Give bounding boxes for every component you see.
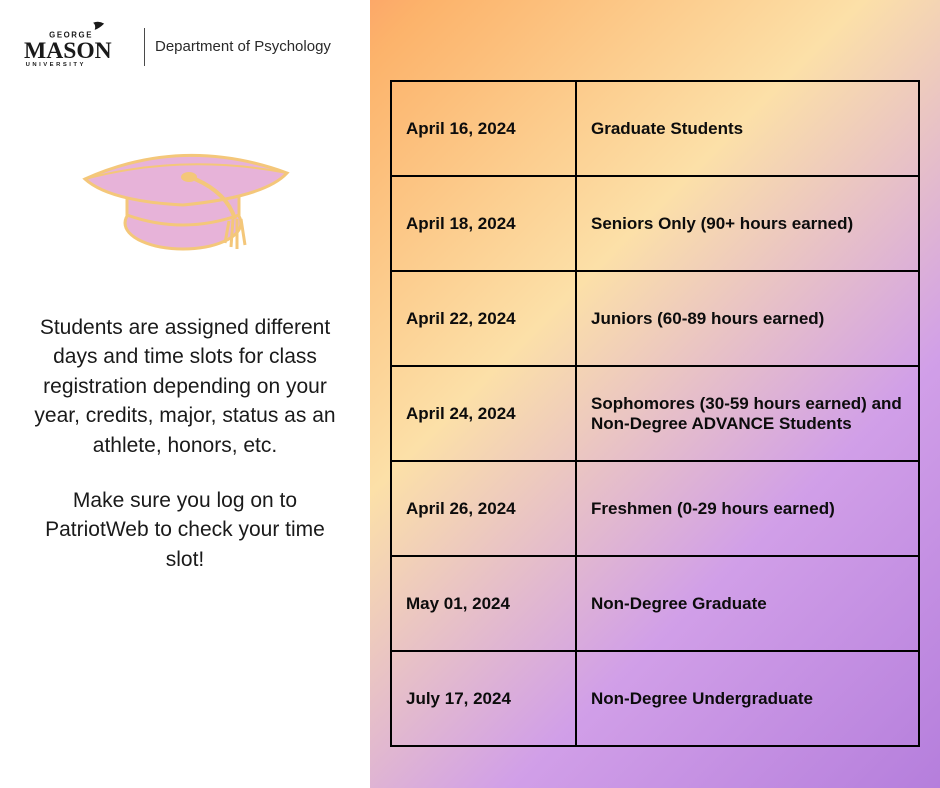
svg-text:MASON: MASON [24,38,112,64]
info-paragraph-2: Make sure you log on to PatriotWeb to ch… [30,486,340,574]
group-cell: Non-Degree Undergraduate [576,651,919,746]
table-row: April 24, 2024 Sophomores (30-59 hours e… [391,366,919,461]
date-cell: April 24, 2024 [391,366,576,461]
left-panel: GEORGE MASON UNIVERSITY Department of Ps… [0,0,370,788]
table-row: April 16, 2024 Graduate Students [391,81,919,176]
info-text-block: Students are assigned different days and… [24,313,346,574]
group-cell: Sophomores (30-59 hours earned) and Non-… [576,366,919,461]
group-cell: Graduate Students [576,81,919,176]
department-name: Department of Psychology [155,38,331,55]
logo-divider [144,28,145,66]
table-row: July 17, 2024 Non-Degree Undergraduate [391,651,919,746]
date-cell: July 17, 2024 [391,651,576,746]
group-cell: Non-Degree Graduate [576,556,919,651]
mason-logo: GEORGE MASON UNIVERSITY [24,20,134,73]
table-row: April 22, 2024 Juniors (60-89 hours earn… [391,271,919,366]
university-logo-block: GEORGE MASON UNIVERSITY Department of Ps… [24,20,346,73]
graduation-cap-icon [65,123,305,273]
registration-schedule-table: April 16, 2024 Graduate Students April 1… [390,80,920,747]
date-cell: April 26, 2024 [391,461,576,556]
table-row: April 18, 2024 Seniors Only (90+ hours e… [391,176,919,271]
table-row: April 26, 2024 Freshmen (0-29 hours earn… [391,461,919,556]
table-row: May 01, 2024 Non-Degree Graduate [391,556,919,651]
group-cell: Seniors Only (90+ hours earned) [576,176,919,271]
group-cell: Freshmen (0-29 hours earned) [576,461,919,556]
info-paragraph-1: Students are assigned different days and… [30,313,340,460]
svg-text:UNIVERSITY: UNIVERSITY [26,62,86,68]
date-cell: May 01, 2024 [391,556,576,651]
graduation-cap-illustration [24,123,346,273]
date-cell: April 22, 2024 [391,271,576,366]
group-cell: Juniors (60-89 hours earned) [576,271,919,366]
date-cell: April 18, 2024 [391,176,576,271]
date-cell: April 16, 2024 [391,81,576,176]
